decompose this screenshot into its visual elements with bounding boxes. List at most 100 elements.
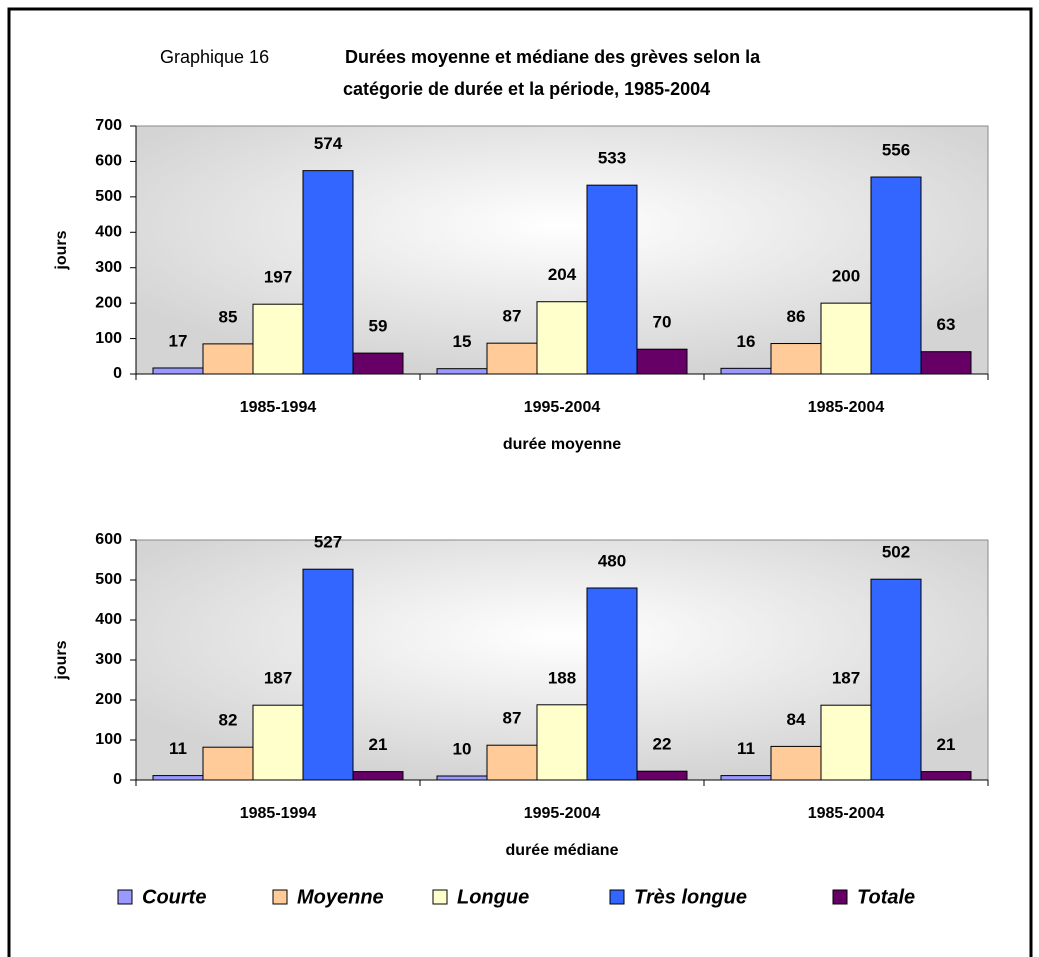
value-label: 17 bbox=[169, 331, 188, 350]
x-tick-label: 1985-1994 bbox=[240, 399, 317, 416]
legend-label: Courte bbox=[142, 886, 206, 908]
bar bbox=[436, 368, 488, 375]
bar bbox=[152, 367, 204, 375]
value-label: 59 bbox=[369, 317, 388, 336]
bar bbox=[152, 775, 204, 781]
legend-swatch bbox=[832, 889, 848, 905]
y-axis-title: jours bbox=[53, 640, 70, 680]
value-label: 527 bbox=[314, 533, 342, 552]
y-tick-label: 100 bbox=[95, 731, 122, 748]
y-tick-label: 500 bbox=[95, 571, 122, 588]
legend-swatch bbox=[432, 889, 448, 905]
y-tick-label: 0 bbox=[113, 365, 122, 382]
legend-label: Longue bbox=[457, 886, 529, 908]
x-tick-label: 1995-2004 bbox=[524, 805, 601, 822]
bar bbox=[870, 176, 922, 375]
value-label: 556 bbox=[882, 141, 910, 160]
value-label: 204 bbox=[548, 265, 577, 284]
bar bbox=[302, 568, 354, 781]
bar bbox=[820, 302, 872, 375]
y-tick-label: 300 bbox=[95, 651, 122, 668]
value-label: 21 bbox=[937, 735, 956, 754]
value-label: 22 bbox=[653, 735, 672, 754]
value-label: 87 bbox=[503, 307, 522, 326]
bar bbox=[770, 343, 822, 375]
bar bbox=[636, 770, 688, 781]
y-tick-label: 500 bbox=[95, 188, 122, 205]
y-tick-label: 700 bbox=[95, 117, 122, 134]
bar bbox=[252, 704, 304, 781]
bar bbox=[486, 342, 538, 375]
y-tick-label: 200 bbox=[95, 691, 122, 708]
x-tick-label: 1995-2004 bbox=[524, 399, 601, 416]
legend-label: Moyenne bbox=[297, 886, 384, 908]
value-label: 21 bbox=[369, 735, 388, 754]
value-label: 11 bbox=[169, 739, 187, 758]
value-label: 16 bbox=[737, 332, 756, 351]
legend-swatch bbox=[117, 889, 133, 905]
value-label: 87 bbox=[503, 709, 522, 728]
y-tick-label: 400 bbox=[95, 224, 122, 241]
bar bbox=[636, 348, 688, 375]
x-tick-label: 1985-2004 bbox=[808, 805, 885, 822]
bar bbox=[720, 367, 772, 375]
bar bbox=[202, 343, 254, 375]
bar bbox=[586, 587, 638, 781]
y-tick-label: 200 bbox=[95, 294, 122, 311]
chart-label: Graphique 16 bbox=[160, 47, 269, 67]
bar bbox=[436, 775, 488, 781]
bar bbox=[920, 351, 972, 375]
value-label: 10 bbox=[453, 739, 472, 758]
legend-swatch bbox=[609, 889, 625, 905]
bar bbox=[770, 745, 822, 781]
value-label: 70 bbox=[653, 313, 672, 332]
bar bbox=[586, 184, 638, 375]
legend-label: Totale bbox=[857, 886, 915, 908]
bar bbox=[870, 578, 922, 781]
x-tick-label: 1985-2004 bbox=[808, 399, 885, 416]
value-label: 82 bbox=[219, 711, 238, 730]
y-axis-title: jours bbox=[53, 230, 70, 270]
value-label: 502 bbox=[882, 543, 910, 562]
chart-title: Durées moyenne et médiane des grèves sel… bbox=[345, 47, 761, 67]
value-label: 15 bbox=[453, 332, 472, 351]
y-tick-label: 600 bbox=[95, 153, 122, 170]
value-label: 480 bbox=[598, 551, 626, 570]
value-label: 11 bbox=[737, 739, 755, 758]
value-label: 86 bbox=[787, 307, 806, 326]
bar bbox=[352, 771, 404, 781]
bar bbox=[352, 352, 404, 375]
value-label: 574 bbox=[314, 134, 343, 153]
x-tick-label: 1985-1994 bbox=[240, 805, 317, 822]
bar bbox=[302, 170, 354, 375]
bar bbox=[820, 704, 872, 781]
bar bbox=[486, 744, 538, 781]
value-label: 85 bbox=[219, 307, 238, 326]
value-label: 200 bbox=[832, 267, 860, 286]
x-axis-title: durée médiane bbox=[506, 842, 619, 859]
value-label: 197 bbox=[264, 268, 292, 287]
y-tick-label: 600 bbox=[95, 531, 122, 548]
bar bbox=[536, 301, 588, 375]
y-tick-label: 300 bbox=[95, 259, 122, 276]
value-label: 84 bbox=[787, 710, 806, 729]
value-label: 187 bbox=[832, 669, 860, 688]
bar bbox=[536, 704, 588, 781]
value-label: 187 bbox=[264, 669, 292, 688]
legend-label: Très longue bbox=[634, 886, 747, 908]
bar bbox=[920, 771, 972, 781]
frame bbox=[7, 7, 1033, 957]
y-tick-label: 100 bbox=[95, 330, 122, 347]
x-axis-title: durée moyenne bbox=[503, 436, 621, 453]
value-label: 63 bbox=[937, 315, 956, 334]
chart-title: catégorie de durée et la période, 1985-2… bbox=[343, 79, 710, 99]
value-label: 533 bbox=[598, 149, 626, 168]
legend-swatch bbox=[272, 889, 288, 905]
value-label: 188 bbox=[548, 668, 576, 687]
y-tick-label: 400 bbox=[95, 611, 122, 628]
bar bbox=[202, 746, 254, 781]
y-tick-label: 0 bbox=[113, 771, 122, 788]
bar bbox=[720, 775, 772, 781]
bar bbox=[252, 303, 304, 375]
